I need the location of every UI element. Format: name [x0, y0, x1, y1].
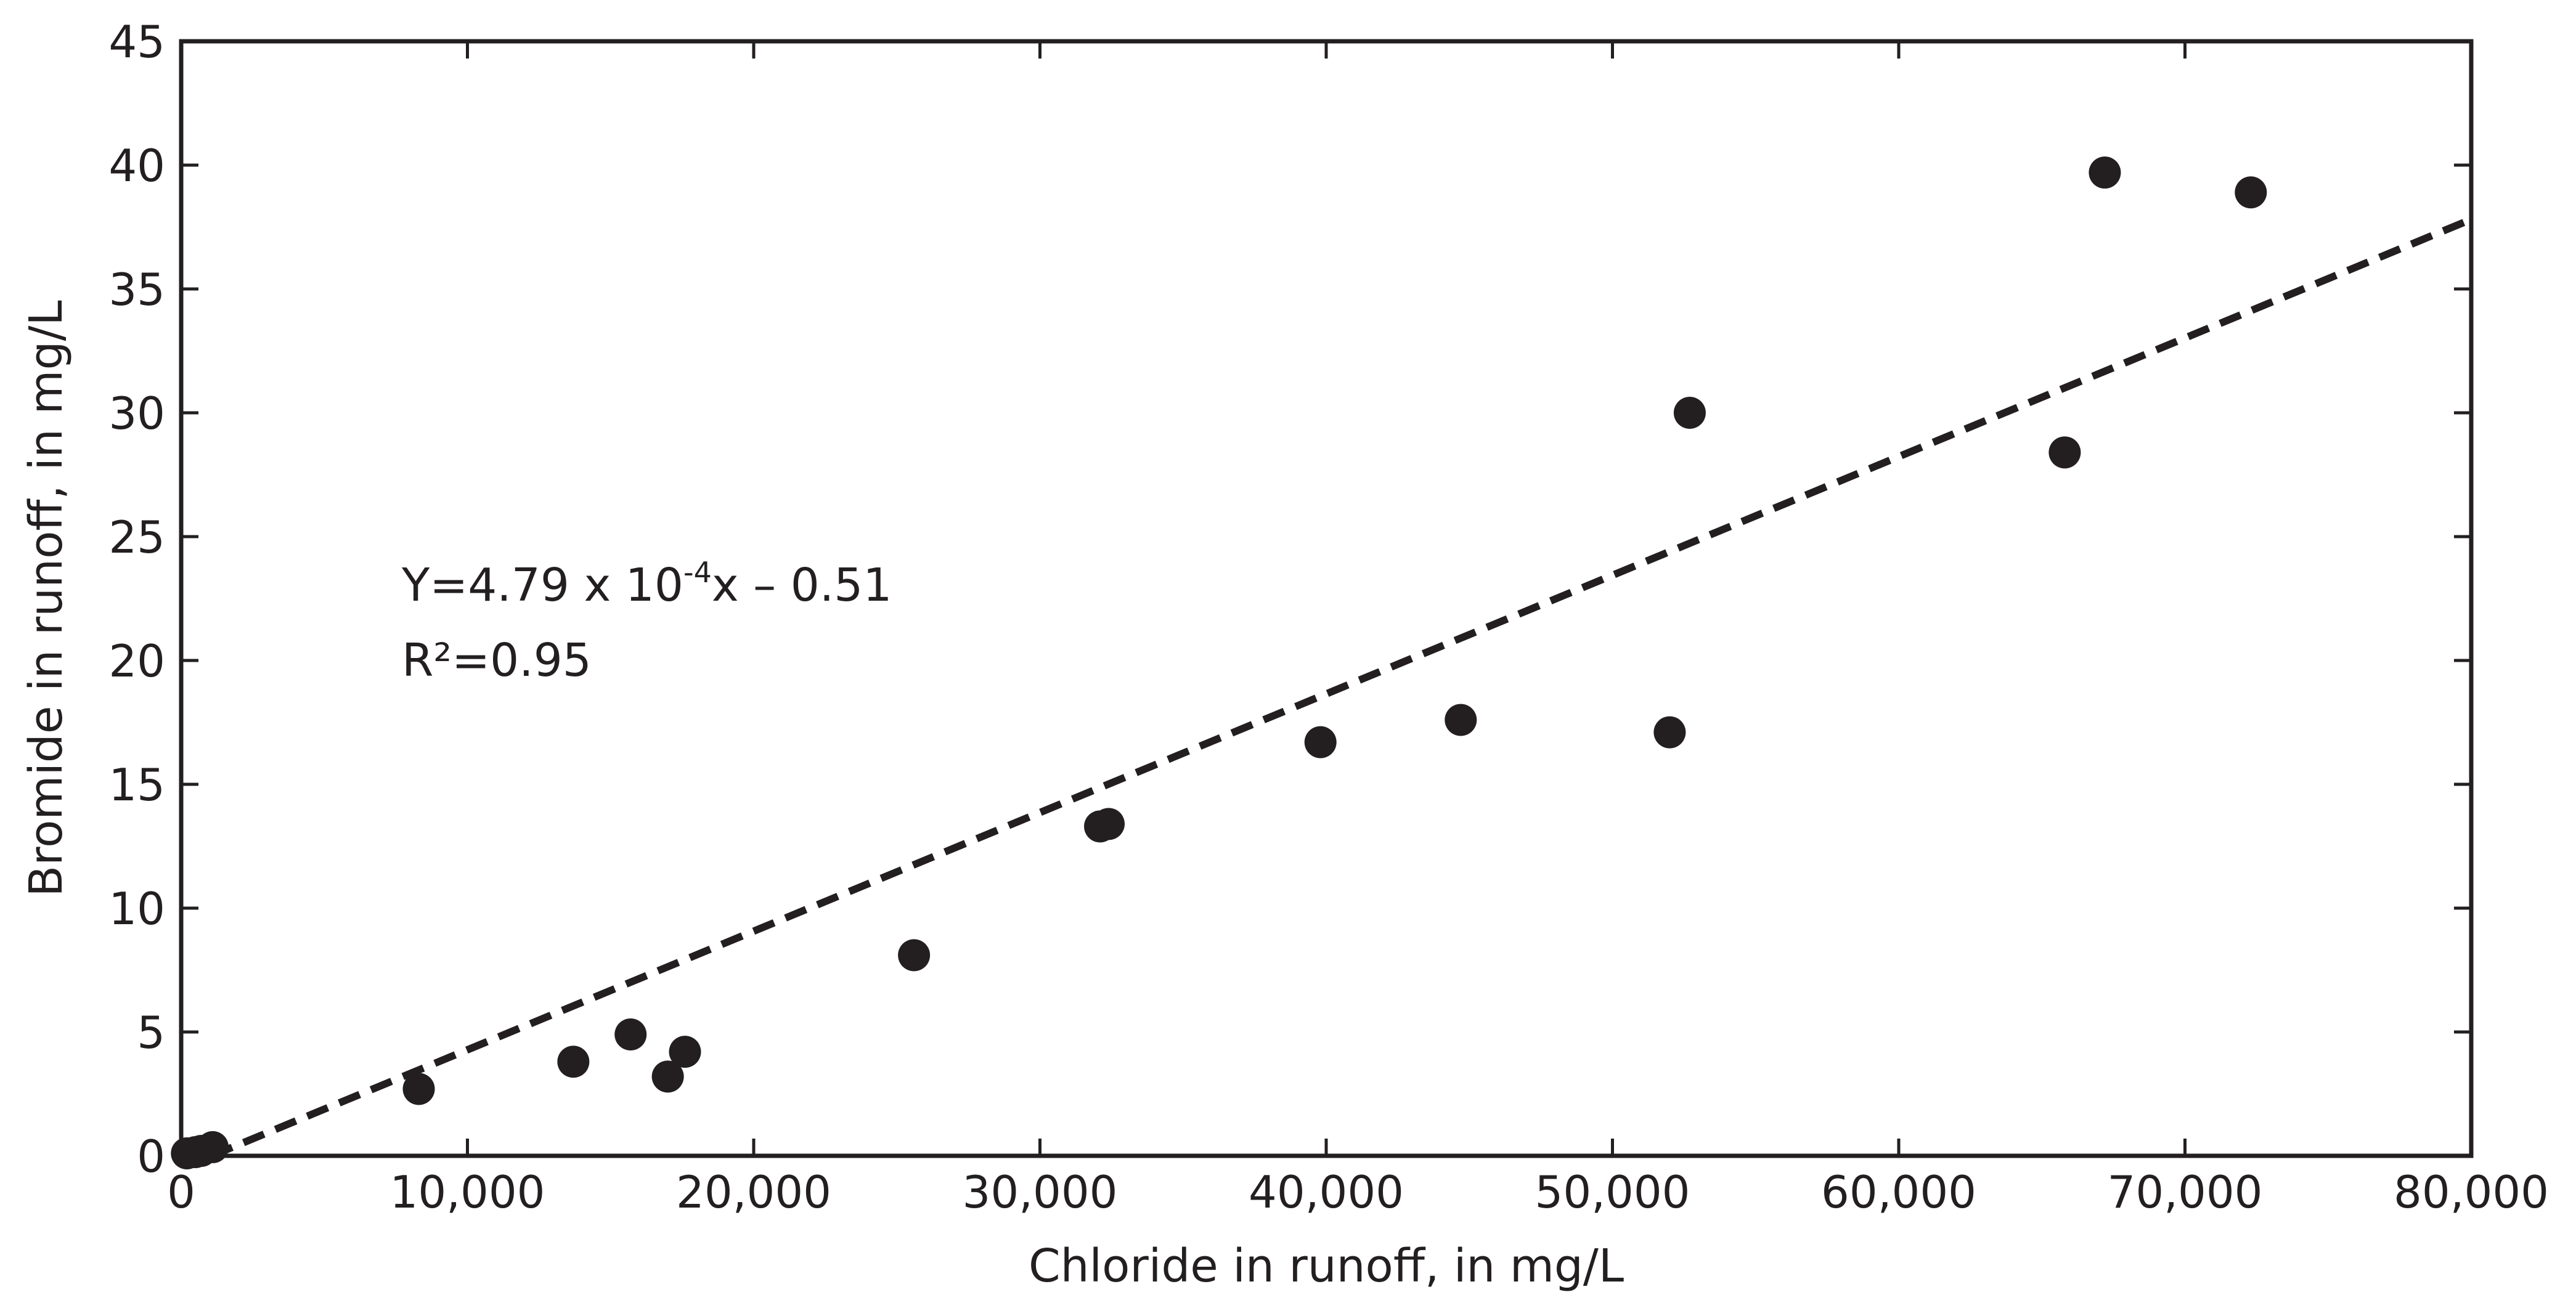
ticks-layer: [179, 39, 2473, 1158]
data-point-10: [898, 939, 931, 972]
y-tick-label-8: 40: [108, 140, 165, 192]
regression-equation: Y=4.79 x 10-4x – 0.51: [401, 556, 892, 612]
y-tick-label-0: 0: [137, 1131, 165, 1182]
trendline-layer: [210, 216, 2471, 1156]
x-tick-label-7: 70,000: [2108, 1166, 2263, 1218]
x-tick-label-4: 40,000: [1249, 1166, 1404, 1218]
y-tick-label-6: 30: [108, 388, 165, 439]
x-tick-label-6: 60,000: [1821, 1166, 1976, 1218]
y-tick-label-5: 25: [108, 511, 165, 563]
data-point-15: [1653, 716, 1686, 749]
data-point-6: [557, 1046, 590, 1078]
tick-labels-layer: 0 10,000 20,000 30,000 40,000 50,000 60,000 70,…: [108, 16, 2549, 1218]
data-points-layer: [171, 156, 2267, 1169]
equation-suffix: x – 0.51: [712, 559, 892, 612]
y-tick-label-7: 35: [108, 264, 165, 315]
data-point-13: [1304, 726, 1337, 758]
y-tick-label-3: 15: [108, 759, 165, 811]
trendline: [210, 216, 2471, 1156]
y-tick-label-4: 20: [108, 635, 165, 687]
x-tick-label-2: 20,000: [676, 1166, 831, 1218]
data-point-9: [669, 1036, 701, 1068]
data-point-18: [2089, 156, 2121, 189]
y-axis-label: Bromide in runoff, in mg/L: [20, 300, 73, 896]
data-point-4: [197, 1131, 229, 1163]
equation-exponent: -4: [683, 556, 712, 589]
x-tick-label-8: 80,000: [2394, 1166, 2549, 1218]
data-point-14: [1445, 704, 1477, 736]
data-point-8: [651, 1060, 684, 1093]
equation-prefix: Y=4.79 x 10: [401, 559, 683, 612]
x-tick-label-5: 50,000: [1535, 1166, 1690, 1218]
data-point-17: [2048, 436, 2081, 469]
y-tick-label-9: 45: [108, 16, 165, 68]
data-point-5: [402, 1073, 435, 1105]
r-squared-label: R²=0.95: [402, 634, 592, 687]
x-axis-label: Chloride in runoff, in mg/L: [1029, 1240, 1624, 1293]
x-tick-label-0: 0: [167, 1166, 195, 1218]
x-tick-label-1: 10,000: [390, 1166, 545, 1218]
y-tick-label-1: 5: [137, 1007, 165, 1058]
data-point-16: [1673, 397, 1706, 429]
data-point-12: [1092, 808, 1125, 840]
y-tick-label-2: 10: [108, 883, 165, 935]
x-tick-label-3: 30,000: [963, 1166, 1118, 1218]
data-point-19: [2235, 176, 2267, 209]
data-point-7: [614, 1018, 647, 1051]
